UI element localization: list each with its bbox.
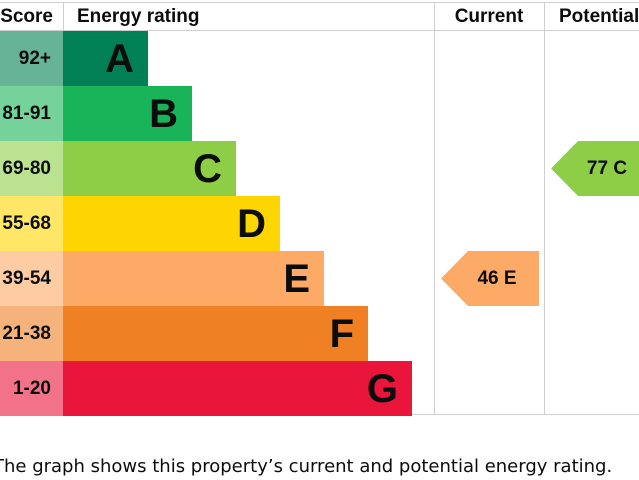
column-divider-current xyxy=(434,3,435,414)
current-rating-arrow-label: 46 E xyxy=(477,268,517,289)
band-letter-f: F xyxy=(329,312,354,356)
header-divider xyxy=(0,30,639,31)
potential-rating-arrow: 77 C xyxy=(551,141,639,196)
header-energy-rating: Energy rating xyxy=(77,6,200,27)
header-potential: Potential xyxy=(559,6,639,27)
band-score-e: 39-54 xyxy=(0,251,63,306)
epc-chart: Score Energy rating Current Potential 92… xyxy=(0,2,639,416)
band-bar-e: E xyxy=(63,251,324,306)
column-divider-potential xyxy=(544,3,545,414)
header-score: Score xyxy=(0,6,53,27)
band-letter-d: D xyxy=(237,202,266,246)
band-letter-b: B xyxy=(149,92,178,136)
band-bar-c: C xyxy=(63,141,236,196)
band-letter-a: A xyxy=(105,37,134,81)
band-score-a: 92+ xyxy=(0,31,63,86)
band-score-f: 21-38 xyxy=(0,306,63,361)
band-letter-g: G xyxy=(366,367,398,411)
band-bar-b: B xyxy=(63,86,192,141)
potential-rating-arrow-label: 77 C xyxy=(586,158,628,179)
header-current: Current xyxy=(454,6,524,27)
band-letter-e: E xyxy=(283,257,310,301)
band-letter-c: C xyxy=(193,147,222,191)
band-bar-a: A xyxy=(63,31,148,86)
band-score-c: 69-80 xyxy=(0,141,63,196)
band-score-g: 1-20 xyxy=(0,361,63,416)
chart-caption: The graph shows this property’s current … xyxy=(0,456,613,477)
band-bar-d: D xyxy=(63,196,280,251)
current-rating-arrow: 46 E xyxy=(441,251,539,306)
band-score-b: 81-91 xyxy=(0,86,63,141)
band-bar-g: G xyxy=(63,361,412,416)
band-bar-f: F xyxy=(63,306,368,361)
band-score-d: 55-68 xyxy=(0,196,63,251)
